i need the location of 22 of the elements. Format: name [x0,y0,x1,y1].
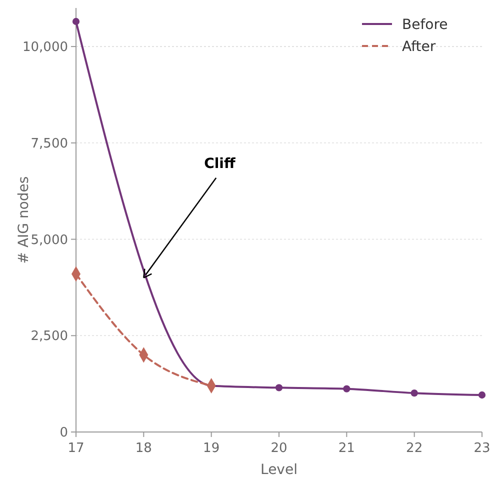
y-tick-label: 5,000 [30,232,68,248]
annotation: Cliff [204,156,236,172]
legend-label: After [402,38,436,55]
point [410,390,418,397]
point [478,391,486,399]
x-tick-label: 17 [68,441,84,456]
x-tick-label: 18 [135,441,152,456]
y-tick-label: 0 [60,426,68,441]
y-axis-title: # AIG nodes [16,176,32,264]
point [275,384,283,392]
point [343,385,350,392]
y-tick-label: 10,000 [22,40,68,56]
x-axis-title: Level [260,462,298,478]
x-tick-label: 23 [474,441,490,456]
x-tick-label: 19 [203,441,220,456]
x-tick-label: 21 [338,441,355,456]
x-tick-label: 22 [406,441,423,456]
y-tick-label: 7,500 [30,136,68,152]
y-tick-label: 2,500 [30,329,68,344]
x-tick-label: 20 [270,441,288,456]
point [72,18,80,26]
legend-label: Before [402,16,448,33]
